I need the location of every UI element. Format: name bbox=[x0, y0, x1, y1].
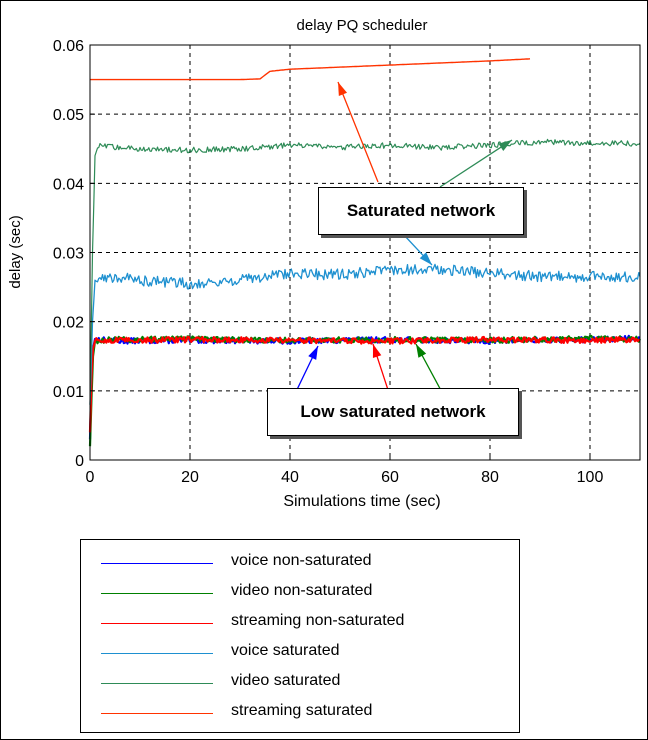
x-tick-label: 80 bbox=[481, 469, 499, 486]
y-tick-label: 0.01 bbox=[53, 384, 84, 401]
series-line bbox=[88, 335, 641, 433]
legend-entry-video-saturated: video saturated bbox=[81, 668, 519, 698]
y-axis-label: delay (sec) bbox=[7, 215, 24, 288]
legend-swatch bbox=[101, 683, 213, 684]
arrow-head bbox=[498, 140, 512, 151]
annotation-low-saturated-text: Low saturated network bbox=[300, 402, 486, 421]
y-tick-label: 0.06 bbox=[53, 38, 84, 55]
legend-entry-streaming-saturated: streaming saturated bbox=[81, 698, 519, 728]
legend-swatch bbox=[101, 593, 213, 594]
legend-entry-voice-non-saturated: voice non-saturated bbox=[81, 548, 519, 578]
x-tick-label: 40 bbox=[281, 469, 299, 486]
arrow-head bbox=[308, 346, 318, 360]
annotation-arrow bbox=[337, 81, 379, 183]
y-tick-label: 0.02 bbox=[53, 315, 84, 332]
annotation-arrows bbox=[291, 81, 513, 401]
x-tick-label: 20 bbox=[181, 469, 199, 486]
arrow-head bbox=[338, 82, 348, 96]
series-lines bbox=[88, 58, 642, 447]
legend-label: streaming non-saturated bbox=[231, 612, 405, 629]
arrow-head bbox=[372, 344, 382, 358]
legend: voice non-saturated video non-saturated … bbox=[80, 539, 520, 733]
series-line bbox=[89, 263, 641, 405]
legend-entry-voice-saturated: voice saturated bbox=[81, 638, 519, 668]
y-tick-label: 0.05 bbox=[53, 107, 84, 124]
arrow-head bbox=[419, 252, 432, 265]
legend-label: voice saturated bbox=[231, 642, 340, 659]
legend-entry-streaming-non-saturated: streaming non-saturated bbox=[81, 608, 519, 638]
legend-label: video non-saturated bbox=[231, 582, 373, 599]
annotation-low-saturated-network: Low saturated network bbox=[267, 388, 519, 436]
annotation-saturated-text: Saturated network bbox=[346, 201, 496, 220]
arrow-head bbox=[416, 344, 427, 358]
series-line bbox=[89, 138, 641, 405]
legend-label: voice non-saturated bbox=[231, 552, 372, 569]
y-tick-label: 0.03 bbox=[53, 246, 84, 263]
x-tick-label: 60 bbox=[381, 469, 399, 486]
x-tick-label: 0 bbox=[86, 469, 95, 486]
legend-swatch bbox=[101, 563, 213, 564]
legend-label: video saturated bbox=[231, 672, 341, 689]
legend-entry-video-non-saturated: video non-saturated bbox=[81, 578, 519, 608]
x-axis-label: Simulations time (sec) bbox=[283, 493, 440, 510]
chart-title: delay PQ scheduler bbox=[297, 17, 428, 34]
legend-swatch bbox=[101, 623, 213, 624]
legend-swatch bbox=[101, 653, 213, 654]
tick-labels: 0 20 40 60 80 100 0 0.01 0.02 0.03 0.04 0.05 0.06 bbox=[53, 38, 604, 486]
annotation-arrow bbox=[439, 139, 513, 188]
y-tick-label: 0 bbox=[75, 453, 84, 470]
y-tick-label: 0.04 bbox=[53, 176, 84, 193]
series-line bbox=[90, 58, 531, 81]
x-tick-label: 100 bbox=[577, 469, 604, 486]
annotation-saturated-network: Saturated network bbox=[318, 187, 524, 235]
legend-swatch bbox=[101, 713, 213, 714]
legend-label: streaming saturated bbox=[231, 702, 373, 719]
